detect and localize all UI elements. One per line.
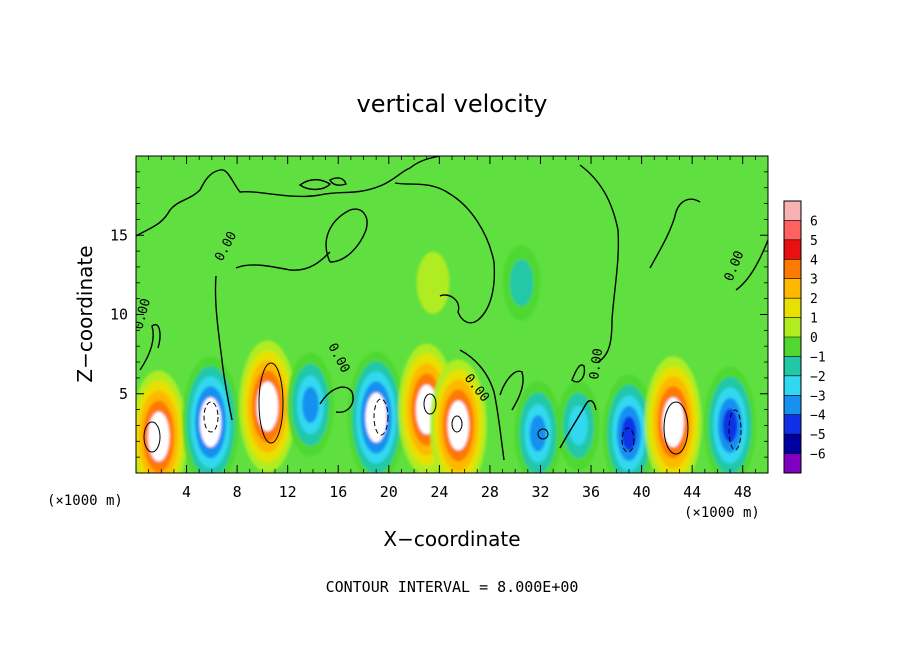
colorbar-label: −1 <box>810 350 826 365</box>
zero-contour-line <box>459 349 505 461</box>
colorbar-label: 3 <box>810 273 818 288</box>
velocity-core <box>365 392 387 443</box>
contour-positive <box>423 393 437 415</box>
contour-label: 0.00 <box>587 347 606 380</box>
velocity-core <box>256 381 279 432</box>
x-unit-label: (×1000 m) <box>684 505 760 521</box>
zero-contour-line <box>214 275 233 421</box>
velocity-blob <box>621 416 637 451</box>
x-axis-label: X−coordinate <box>383 527 520 551</box>
zero-contour-line <box>136 156 441 237</box>
plot-area: 0.00 0.00 0.00 0.00 0.00 0.00 <box>136 156 768 473</box>
velocity-core <box>447 400 470 451</box>
x-tick-label: 28 <box>481 483 499 501</box>
x-tick-label: 24 <box>430 483 448 501</box>
colorbar-label: −5 <box>810 428 826 443</box>
zero-contour-line <box>235 251 331 271</box>
contour-negative <box>621 427 635 453</box>
y-axis-label: Z−coordinate <box>73 245 97 382</box>
velocity-blob <box>416 251 450 314</box>
colorbar-label: 2 <box>810 292 818 307</box>
y-axis: 5 10 15 <box>110 171 768 458</box>
colorbar-swatch <box>784 298 801 318</box>
y-tick-label: 10 <box>110 306 128 324</box>
x-tick-label: 12 <box>279 483 297 501</box>
contour-positive <box>258 362 284 444</box>
velocity-blob <box>569 405 588 446</box>
velocity-blob <box>509 259 534 307</box>
x-tick-label: 48 <box>734 483 752 501</box>
y-tick-label: 15 <box>110 226 128 244</box>
colorbar-swatch <box>784 278 801 299</box>
contour-positive <box>143 421 161 453</box>
colorbar: 6 5 4 3 2 1 0 −1 −2 −3 −4 −5 −6 <box>783 200 826 474</box>
colorbar-label: 1 <box>810 312 818 327</box>
contour-positive <box>451 415 463 433</box>
chart-title: vertical velocity <box>357 90 548 118</box>
feature-contours <box>143 362 742 455</box>
colorbar-swatch <box>784 414 801 435</box>
colorbar-swatch <box>784 356 801 377</box>
x-tick-label: 16 <box>329 483 347 501</box>
colorbar-swatch <box>784 395 801 416</box>
colorbar-swatch <box>784 239 801 260</box>
contour-negative <box>203 401 219 433</box>
y-unit-label: (×1000 m) <box>47 493 123 509</box>
colorbar-label: −3 <box>810 389 826 404</box>
velocity-blob <box>722 408 738 443</box>
colorbar-swatch <box>784 453 801 474</box>
contour-interval-note: CONTOUR INTERVAL = 8.000E+00 <box>326 578 579 596</box>
zero-contour-line <box>649 198 701 269</box>
contour-negative <box>537 428 549 440</box>
y-tick-label: 5 <box>119 385 128 403</box>
colorbar-swatch <box>784 375 801 396</box>
zero-contour-line <box>325 208 368 263</box>
colorbar-label: 4 <box>810 253 818 268</box>
velocity-blob <box>302 386 319 423</box>
x-axis: 4 8 12 16 20 24 28 32 36 40 44 48 <box>148 156 756 501</box>
colorbar-label: 6 <box>810 214 818 229</box>
velocity-core <box>199 397 222 448</box>
colorbar-swatch <box>784 201 801 221</box>
zero-contour-line <box>329 177 347 186</box>
colorbar-label: −2 <box>810 370 826 385</box>
zero-contours <box>136 156 768 461</box>
x-tick-label: 36 <box>582 483 600 501</box>
x-tick-label: 4 <box>182 483 191 501</box>
zero-contour-line <box>319 386 354 413</box>
x-tick-label: 20 <box>380 483 398 501</box>
colorbar-swatch <box>784 220 801 241</box>
zero-contour-line <box>298 178 332 191</box>
colorbar-swatch <box>784 317 801 338</box>
zero-contour-line <box>394 182 496 324</box>
colorbar-label: 5 <box>810 234 818 249</box>
contour-positive <box>663 401 689 455</box>
colorbar-label: −6 <box>810 448 826 463</box>
x-tick-label: 44 <box>683 483 701 501</box>
colorbar-label: −4 <box>810 409 826 424</box>
contour-negative <box>373 398 389 436</box>
x-tick-label: 40 <box>633 483 651 501</box>
zero-contour-line <box>139 324 161 371</box>
zero-contour-line <box>571 364 586 383</box>
zero-contour-line <box>559 399 597 449</box>
colorbar-swatch <box>784 259 801 280</box>
contour-negative <box>728 409 742 451</box>
colorbar-swatch <box>784 337 801 357</box>
colorbar-swatch <box>784 434 801 454</box>
zero-contour-line <box>579 164 620 363</box>
x-tick-label: 8 <box>233 483 242 501</box>
velocity-core <box>147 411 170 462</box>
velocity-field <box>136 244 757 473</box>
colorbar-label: 0 <box>810 331 818 346</box>
zero-contour-line <box>735 239 768 291</box>
zero-contour-line <box>499 370 524 411</box>
x-tick-label: 32 <box>531 483 549 501</box>
